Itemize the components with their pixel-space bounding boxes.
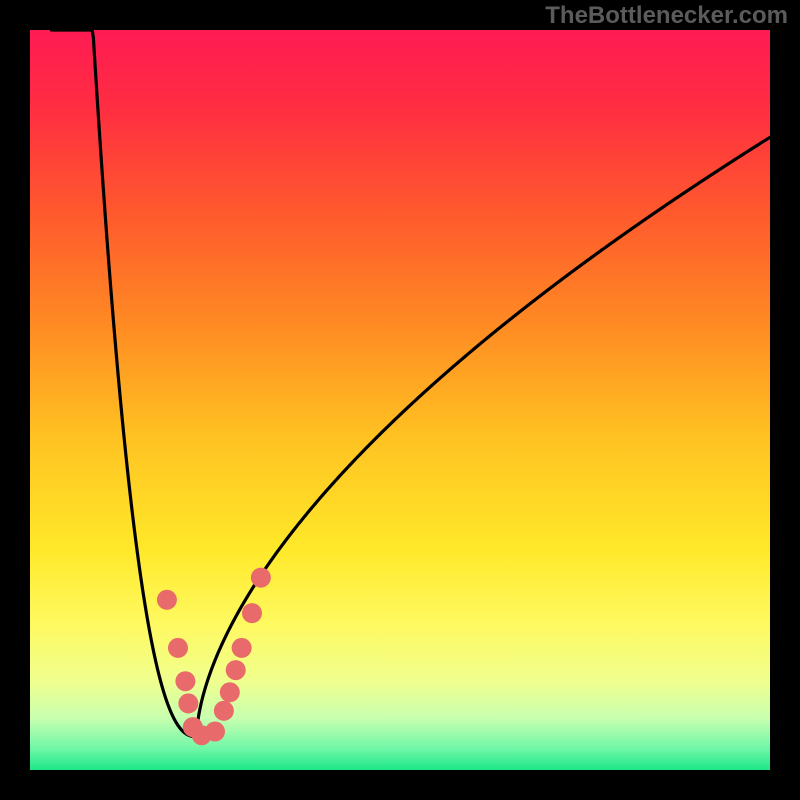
data-marker (157, 590, 177, 610)
data-marker (168, 638, 188, 658)
gradient-plot-area (30, 30, 770, 770)
watermark-text: TheBottlenecker.com (545, 2, 788, 30)
data-marker (214, 701, 234, 721)
chart-root: TheBottlenecker.com (0, 0, 800, 800)
data-marker (175, 671, 195, 691)
data-marker (178, 693, 198, 713)
data-marker (251, 568, 271, 588)
data-marker (242, 603, 262, 623)
chart-svg (0, 0, 800, 800)
data-marker (220, 682, 240, 702)
data-marker (205, 722, 225, 742)
data-marker (232, 638, 252, 658)
data-marker (226, 660, 246, 680)
